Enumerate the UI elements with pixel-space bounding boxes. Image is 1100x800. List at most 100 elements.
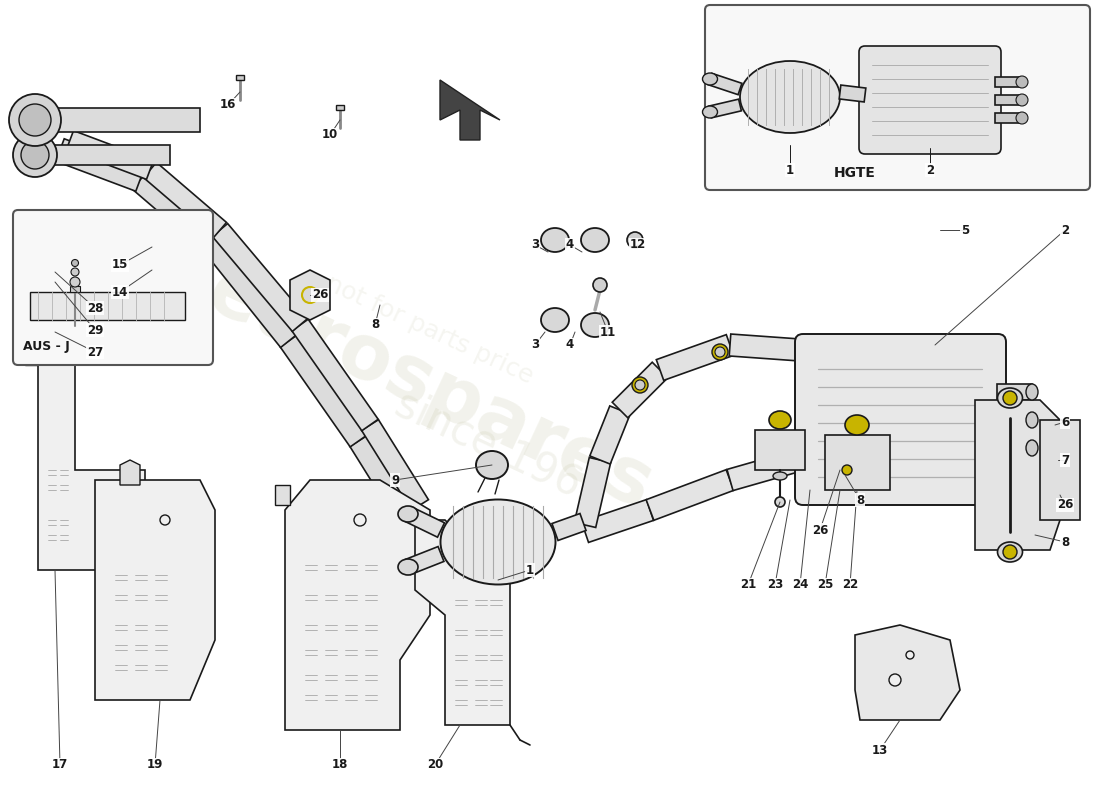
Text: 24: 24 [792, 578, 808, 591]
Polygon shape [212, 223, 308, 331]
Circle shape [593, 278, 607, 292]
Polygon shape [708, 99, 741, 118]
Polygon shape [839, 85, 866, 102]
Polygon shape [350, 434, 418, 523]
Polygon shape [440, 80, 500, 140]
Polygon shape [362, 420, 429, 510]
Circle shape [776, 497, 785, 507]
Ellipse shape [845, 415, 869, 435]
Text: 5: 5 [961, 223, 969, 237]
Text: 27: 27 [87, 346, 103, 358]
Ellipse shape [998, 542, 1023, 562]
Text: 4: 4 [565, 338, 574, 351]
Polygon shape [646, 470, 734, 520]
Text: 14: 14 [112, 286, 129, 298]
FancyBboxPatch shape [859, 46, 1001, 154]
Circle shape [1003, 391, 1018, 405]
Text: 1: 1 [785, 163, 794, 177]
Ellipse shape [581, 313, 609, 337]
Text: 18: 18 [332, 758, 349, 771]
Polygon shape [405, 546, 444, 574]
Polygon shape [708, 74, 741, 94]
Text: 21: 21 [740, 578, 756, 591]
FancyBboxPatch shape [705, 5, 1090, 190]
Circle shape [70, 277, 80, 287]
Ellipse shape [398, 559, 418, 575]
Polygon shape [66, 130, 154, 179]
Circle shape [627, 232, 644, 248]
Ellipse shape [440, 499, 556, 585]
Ellipse shape [1026, 440, 1038, 456]
Polygon shape [997, 440, 1032, 456]
Polygon shape [996, 113, 1020, 123]
Bar [755, 430, 805, 470]
Polygon shape [35, 108, 200, 132]
Circle shape [21, 141, 50, 169]
Polygon shape [415, 520, 510, 725]
Polygon shape [285, 480, 430, 730]
Circle shape [354, 514, 366, 526]
Circle shape [72, 268, 79, 276]
Circle shape [160, 515, 170, 525]
Ellipse shape [1026, 412, 1038, 428]
Polygon shape [997, 384, 1032, 400]
Text: not for parts price: not for parts price [322, 271, 538, 389]
Text: 4: 4 [565, 238, 574, 251]
Polygon shape [574, 458, 611, 527]
Polygon shape [996, 95, 1020, 105]
Ellipse shape [541, 228, 569, 252]
Circle shape [842, 465, 852, 475]
Text: 10: 10 [322, 129, 338, 142]
FancyBboxPatch shape [13, 210, 213, 365]
Text: 1: 1 [526, 563, 535, 577]
Text: 25: 25 [817, 578, 833, 591]
Ellipse shape [712, 344, 728, 360]
Circle shape [1016, 94, 1028, 106]
Circle shape [72, 259, 78, 266]
Circle shape [9, 94, 60, 146]
Ellipse shape [769, 411, 791, 429]
Circle shape [635, 380, 645, 390]
Text: 9: 9 [390, 474, 399, 486]
Polygon shape [590, 406, 630, 464]
Text: 15: 15 [112, 258, 129, 271]
Polygon shape [405, 507, 444, 537]
Text: 26: 26 [1057, 498, 1074, 511]
Bar [70, 286, 80, 292]
Text: 26: 26 [812, 523, 828, 537]
Text: HGTE: HGTE [834, 166, 876, 180]
Text: 7: 7 [1060, 454, 1069, 466]
Polygon shape [613, 362, 668, 418]
Polygon shape [657, 334, 734, 380]
Circle shape [1003, 545, 1018, 559]
Polygon shape [855, 625, 960, 720]
Circle shape [302, 287, 318, 303]
Text: AUS - J: AUS - J [23, 340, 69, 353]
Polygon shape [582, 499, 653, 542]
Text: 3: 3 [531, 338, 539, 351]
Polygon shape [292, 319, 378, 430]
Circle shape [19, 104, 51, 136]
Polygon shape [95, 480, 214, 700]
Text: 28: 28 [87, 302, 103, 314]
Bar [825, 435, 890, 490]
Polygon shape [975, 400, 1060, 550]
Ellipse shape [632, 377, 648, 393]
Ellipse shape [541, 308, 569, 332]
Polygon shape [729, 334, 801, 361]
Polygon shape [25, 345, 39, 365]
Bar [154, 256, 162, 261]
Circle shape [1016, 112, 1028, 124]
Ellipse shape [1026, 384, 1038, 400]
Polygon shape [280, 333, 370, 447]
Polygon shape [140, 485, 155, 495]
Text: 6: 6 [1060, 415, 1069, 429]
Ellipse shape [476, 451, 508, 479]
Text: eurospares: eurospares [196, 254, 664, 526]
Ellipse shape [703, 73, 717, 85]
Bar [154, 281, 162, 286]
Polygon shape [35, 145, 170, 165]
Polygon shape [143, 162, 227, 238]
Ellipse shape [740, 61, 840, 133]
Circle shape [1016, 76, 1028, 88]
